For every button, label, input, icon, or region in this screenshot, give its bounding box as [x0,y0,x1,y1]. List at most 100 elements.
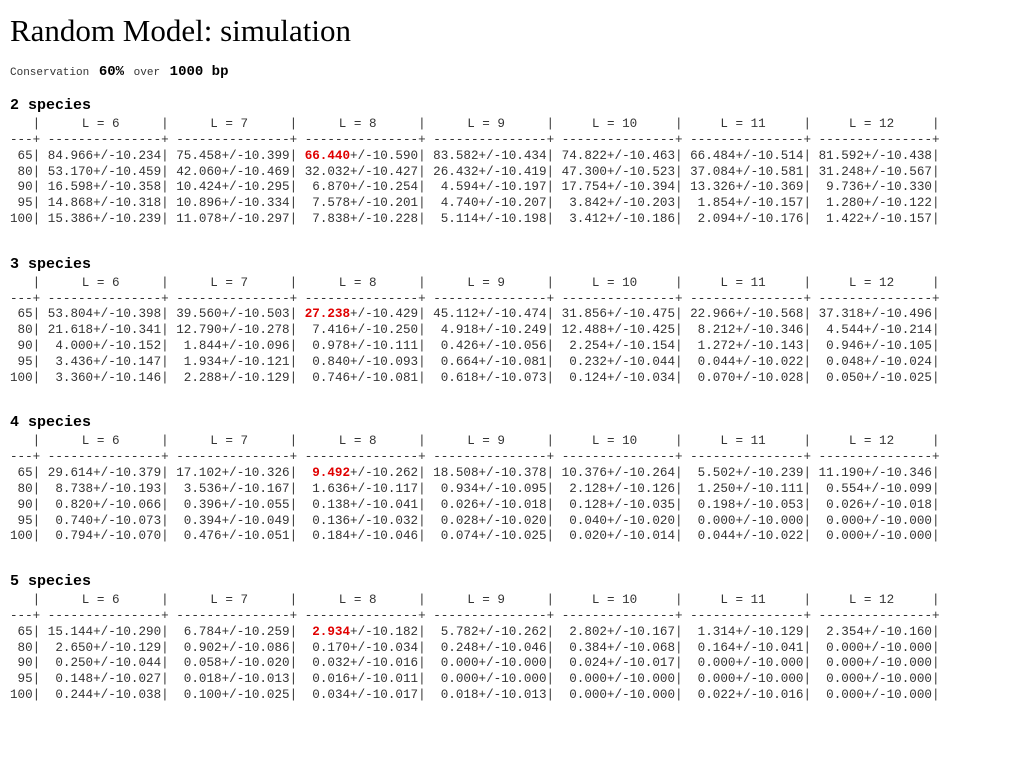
divider: | [289,688,298,703]
table-row: 80| 53.170+/-10.459| 42.060+/-10.469| 32.03… [10,165,940,181]
divider: | [803,624,812,639]
cell: 0.000+/-10.000 [826,656,932,671]
cell: 0.000+/-10.000 [440,672,547,687]
cell: 0.396+/-10.055 [183,497,290,512]
table-row: 90| 4.000+/-10.152| 1.844+/-10.096| 0.978+/… [10,339,940,355]
cell: 75.458+/-10.399 [176,148,290,163]
divider: | [161,656,169,671]
cell: 0.978+/-10.111 [312,339,419,354]
cell: 3.360+/-10.146 [55,370,162,385]
best-value: 66.440 [304,148,351,163]
divider: | [289,481,298,496]
cell: 0.058+/-10.020 [183,656,290,671]
divider: | [161,640,169,655]
divider: | [931,593,940,608]
divider: | [161,180,169,195]
divider: | [289,656,298,671]
divider: | [289,466,298,481]
cell: 0.018+/-10.013 [440,688,547,703]
column-header: L = 10 [591,117,638,131]
row-label: 100 [10,688,33,703]
divider: | [418,497,426,512]
divider: | [161,323,169,338]
divider: | [161,196,169,211]
divider: | [546,656,555,671]
column-header: L = 9 [467,434,505,449]
cell: 0.074+/-10.025 [440,529,547,544]
divider: | [546,370,555,385]
divider: | [546,323,555,338]
cell: 10.424+/-10.295 [176,180,290,195]
divider: | [546,339,555,354]
row-label: 80 [17,164,33,179]
cell: 0.946+/-10.105 [826,339,932,354]
column-header: L = 11 [720,593,766,608]
cell: 12.488+/-10.425 [561,323,676,338]
column-header: L = 6 [81,275,120,290]
divider: | [546,624,555,639]
divider: | [418,672,426,687]
divider: | [546,148,555,163]
divider: | [546,196,555,211]
divider: | [289,307,298,322]
divider: | [418,196,426,211]
cell: 26.432+/-10.419 [433,164,547,179]
cell: 14.868+/-10.318 [47,196,162,211]
divider: | [289,212,298,227]
header-row: | L = 6 | L = 7 | L = 8 | L = 9 | L = 10 | L = 11 | L… [10,276,940,292]
cell: 10.896+/-10.334 [176,196,290,211]
cell: 66.484+/-10.514 [690,148,804,163]
divider: | [931,481,940,496]
header-row: | L = 6 | L = 7 | L = 8 | L = 9 | L = 10 | L = 11 | L… [10,117,940,133]
header-row: | L = 6 | L = 7 | L = 8 | L = 9 | L = 10 | L = 11 | L… [10,593,940,609]
rule: ---+ ---------------+ ---------------+ -… [10,608,940,623]
cell: 21.618+/-10.341 [47,323,162,338]
cell: 0.000+/-10.000 [826,529,932,544]
cell: 22.966+/-10.568 [690,307,804,322]
table-row: 65| 15.144+/-10.290| 6.784+/-10.259| 2.934+… [10,625,940,641]
divider: | [803,180,812,195]
error: +/-10.429 [350,307,419,322]
divider: | [803,275,812,290]
divider: | [675,481,683,496]
divider: | [418,513,426,528]
divider: | [931,117,940,131]
cell: 47.300+/-10.523 [561,164,676,179]
divider: | [32,275,41,290]
title: Random Model: simulation [10,13,351,48]
divider: | [803,212,812,227]
column-header: L = 7 [210,593,249,608]
divider: | [32,370,41,385]
column-header: L = 6 [81,117,120,131]
cell: 29.614+/-10.379 [47,466,162,481]
divider: | [418,275,426,290]
rule: ---+ ---------------+ ---------------+ -… [10,132,940,147]
divider: | [931,180,940,195]
divider: | [803,497,812,512]
cell: 39.560+/-10.503 [176,307,290,322]
column-header: L = 11 [720,275,766,290]
divider: | [418,624,426,639]
cell: 31.248+/-10.567 [818,164,932,179]
row-label: 100 [10,529,33,544]
row-label: 90 [17,656,33,671]
row-label: 90 [17,180,33,195]
cell: 5.502+/-10.239 [697,466,804,481]
table-row: 65| 53.804+/-10.398| 39.560+/-10.503| 27.23… [10,307,940,323]
row-label: 100 [10,370,33,385]
divider: | [675,624,683,639]
divider: | [803,640,812,655]
divider: | [32,164,41,179]
length: 1000 bp [169,64,229,80]
divider: | [546,180,555,195]
divider: | [931,323,940,338]
cell: 0.016+/-10.011 [312,672,419,687]
cell: 13.326+/-10.369 [690,180,804,195]
divider: | [931,688,940,703]
cell: 83.582+/-10.434 [433,148,547,163]
divider: | [289,180,298,195]
column-header: L = 11 [720,434,766,449]
divider: | [803,656,812,671]
divider: | [32,354,41,369]
cell: 6.784+/-10.259 [183,624,290,639]
